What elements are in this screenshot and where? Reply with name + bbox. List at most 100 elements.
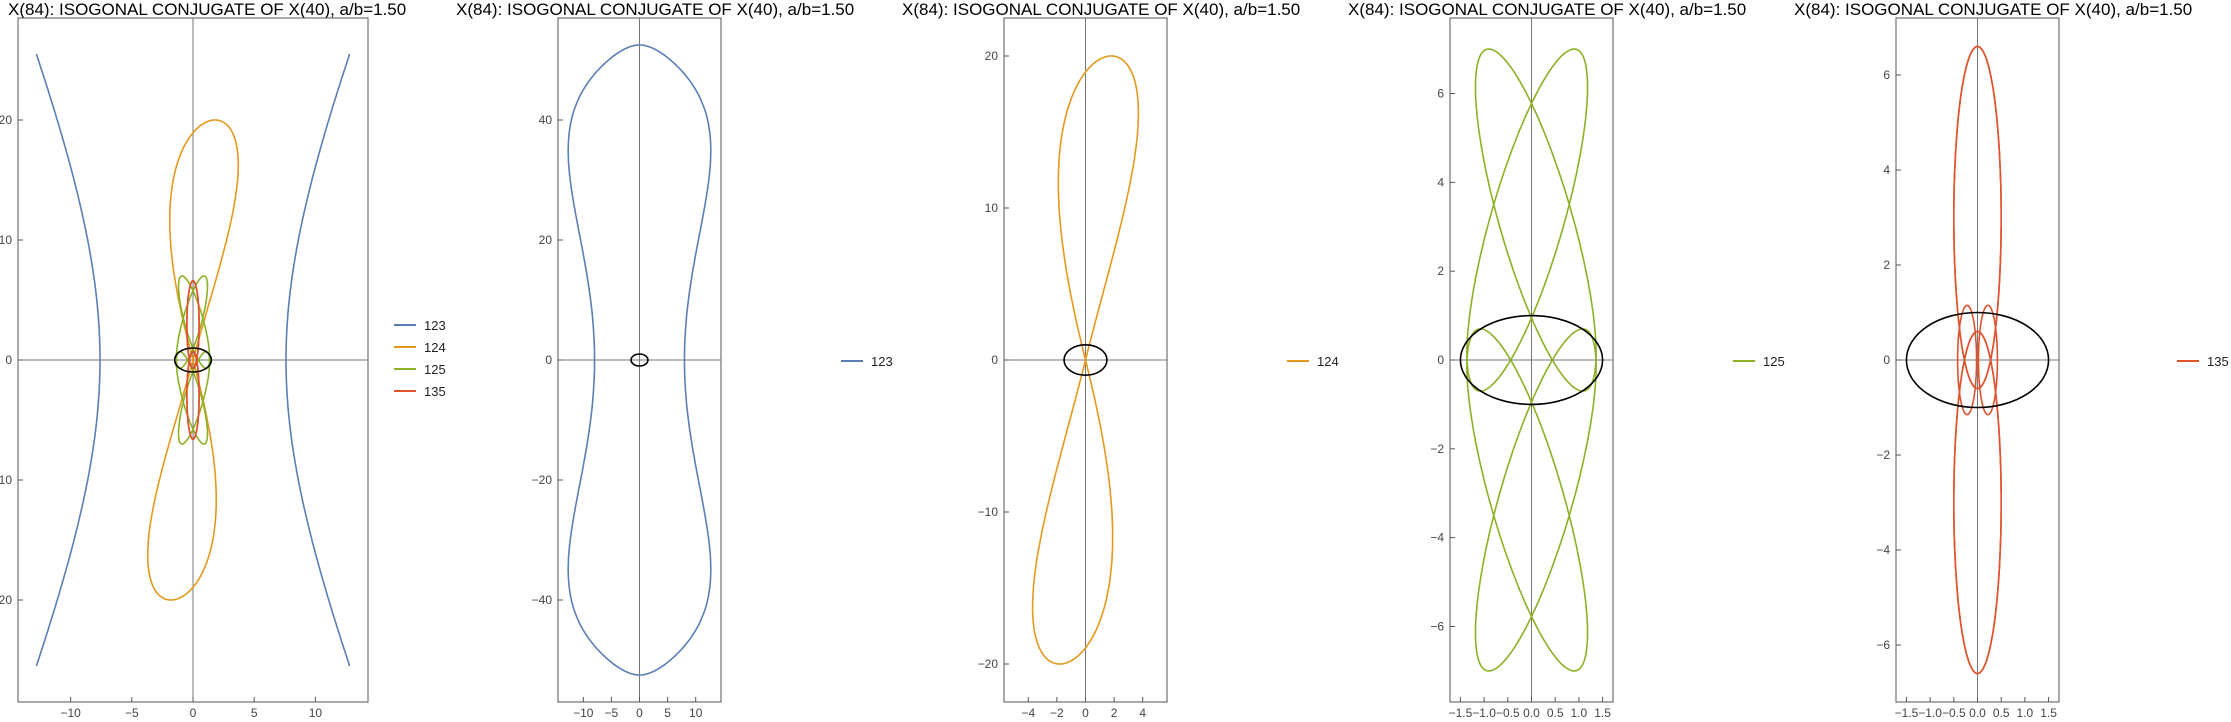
x-tick-label: 1.5 — [1594, 706, 1611, 720]
series-125-line — [1474, 328, 1597, 672]
x-tick-label: 5 — [251, 706, 258, 720]
x-tick-label: −1.0 — [1472, 706, 1496, 720]
x-tick-label: 1.0 — [2017, 706, 2034, 720]
reference-ellipse — [1063, 343, 1108, 376]
chart-title: X(84): ISOGONAL CONJUGATE OF X(40), a/b=… — [902, 0, 1301, 19]
legend-label: 125 — [424, 361, 446, 377]
x-tick-label: 4 — [1139, 706, 1146, 720]
y-tick-label: −20 — [978, 657, 999, 671]
x-tick-label: 0 — [190, 706, 197, 720]
legend-label: 123 — [424, 317, 446, 333]
y-tick-label: 20 — [985, 49, 999, 63]
legend-item-135: 135 — [394, 380, 446, 402]
y-tick-label: −20 — [532, 473, 553, 487]
legend-swatch — [1733, 360, 1755, 362]
y-tick-label: 2 — [1883, 258, 1890, 272]
legend-swatch — [394, 346, 416, 348]
series-123-line — [567, 44, 712, 676]
plot-area: −10 −5 0 5 10 −20 −10 0 10 20 — [0, 17, 369, 720]
x-tick-label: −0.5 — [1496, 706, 1520, 720]
y-tick-label: 20 — [0, 113, 12, 127]
x-tick-label: 1.0 — [1571, 706, 1588, 720]
x-tick-label: −10 — [60, 706, 81, 720]
x-tick-label: −0.5 — [1942, 706, 1966, 720]
series-123-line — [35, 53, 101, 667]
y-tick-label: 40 — [539, 113, 553, 127]
y-tick-label: −6 — [1876, 638, 1890, 652]
x-tick-label: 0.5 — [1547, 706, 1564, 720]
legend-swatch — [394, 368, 416, 370]
y-tick-label: −6 — [1430, 619, 1444, 633]
legend-label: 135 — [424, 383, 446, 399]
series-135-line — [186, 280, 200, 370]
plot-area: −1.5 −1.0 −0.5 0.0 0.5 1.0 1.5 −6 −4 −2 0 2 4 6 — [1430, 17, 1614, 720]
x-tick-label: −10 — [573, 706, 594, 720]
series-125-line — [1466, 328, 1589, 672]
y-tick-label: −2 — [1430, 442, 1444, 456]
series-135-line — [1953, 45, 2002, 390]
series-124-line — [1057, 55, 1140, 361]
legend-swatch — [1287, 360, 1309, 362]
x-tick-label: 0.5 — [1993, 706, 2010, 720]
y-tick-label: 4 — [1437, 175, 1444, 189]
legend-swatch — [2177, 360, 2199, 362]
x-tick-label: 0 — [1082, 706, 1089, 720]
series-125-line — [1466, 48, 1589, 392]
legend-label: 124 — [424, 339, 446, 355]
chart-panel-3: X(84): ISOGONAL CONJUGATE OF X(40), a/b=… — [892, 0, 1339, 722]
chart-panel-5: X(84): ISOGONAL CONJUGATE OF X(40), a/b=… — [1784, 0, 2231, 722]
legend: 124 — [1287, 350, 1339, 372]
y-tick-label: −10 — [978, 505, 999, 519]
x-tick-label: −1.5 — [1449, 706, 1473, 720]
x-tick-label: 5 — [664, 706, 671, 720]
series-124-line — [146, 359, 217, 601]
y-tick-label: 6 — [1883, 68, 1890, 82]
x-tick-label: −5 — [605, 706, 619, 720]
reference-ellipse — [173, 347, 213, 373]
x-tick-label: −5 — [125, 706, 139, 720]
y-tick-label: 0 — [545, 353, 552, 367]
x-tick-label: 2 — [1111, 706, 1118, 720]
legend: 123 — [841, 350, 893, 372]
x-tick-label: 1.5 — [2040, 706, 2057, 720]
y-tick-label: 0 — [1437, 353, 1444, 367]
plot-area: −1.5 −1.0 −0.5 0.0 0.5 1.0 1.5 −6 −4 −2 0 2 4 6 — [1876, 17, 2060, 720]
series-125-line — [1474, 48, 1597, 392]
y-tick-label: 10 — [0, 233, 12, 247]
y-tick-label: 4 — [1883, 163, 1890, 177]
legend-swatch — [394, 324, 416, 326]
series-124-line — [1031, 359, 1114, 665]
chart-panel-4: X(84): ISOGONAL CONJUGATE OF X(40), a/b=… — [1338, 0, 1785, 722]
reference-ellipse — [1905, 311, 2050, 409]
chart-panel-2: X(84): ISOGONAL CONJUGATE OF X(40), a/b=… — [446, 0, 893, 722]
y-tick-label: −4 — [1430, 531, 1444, 545]
series-124-line — [169, 119, 240, 361]
y-tick-label: −2 — [1876, 448, 1890, 462]
legend-swatch — [841, 360, 863, 362]
legend-item-124: 124 — [394, 336, 446, 358]
chart-title: X(84): ISOGONAL CONJUGATE OF X(40), a/b=… — [1348, 0, 1747, 19]
y-tick-label: 0 — [1883, 353, 1890, 367]
y-tick-label: −10 — [0, 473, 12, 487]
series-125-line — [175, 275, 209, 370]
x-tick-label: 10 — [689, 706, 703, 720]
legend-item-123: 123 — [841, 350, 893, 372]
legend-item-125: 125 — [394, 358, 446, 380]
x-tick-label: −1.5 — [1895, 706, 1919, 720]
series-125-line — [175, 350, 209, 445]
legend-label: 124 — [1317, 353, 1339, 369]
legend: 135 — [2177, 350, 2229, 372]
legend: 125 — [1733, 350, 1785, 372]
legend-label: 123 — [871, 353, 893, 369]
legend-label: 125 — [1763, 353, 1785, 369]
y-tick-label: 10 — [985, 201, 999, 215]
series-123-line — [285, 53, 351, 667]
series-135-line — [186, 350, 200, 440]
y-tick-label: 0 — [5, 353, 12, 367]
legend-item-124: 124 — [1287, 350, 1339, 372]
y-tick-label: 0 — [991, 353, 998, 367]
legend-label: 135 — [2207, 353, 2229, 369]
x-tick-label: −2 — [1050, 706, 1064, 720]
plot-area: −10 −5 0 5 10 −40 −20 0 20 40 — [532, 17, 722, 720]
